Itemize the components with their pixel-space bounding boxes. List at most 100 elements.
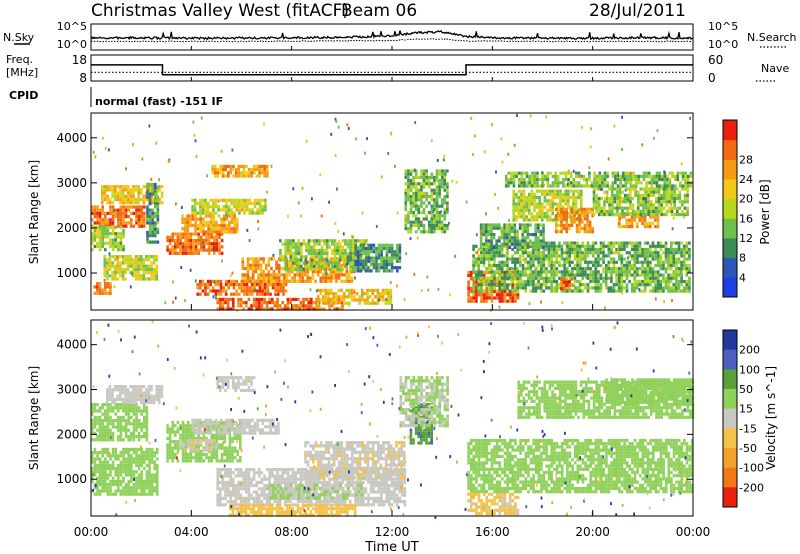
data-cell <box>614 178 617 182</box>
data-cell <box>500 283 504 287</box>
data-cell <box>396 253 399 257</box>
data-cell <box>438 227 441 231</box>
data-cell <box>623 193 627 197</box>
data-cell <box>539 263 543 268</box>
data-cell <box>660 193 663 197</box>
data-cell <box>519 283 522 287</box>
data-cell <box>108 267 112 271</box>
data-cell <box>485 233 488 237</box>
data-cell <box>586 289 590 293</box>
data-cell <box>106 406 110 410</box>
data-cell <box>654 263 657 268</box>
data-cell <box>191 198 194 202</box>
data-cell <box>372 259 376 263</box>
data-cell <box>409 198 413 202</box>
data-cell <box>647 181 649 185</box>
data-cell <box>359 266 363 270</box>
data-cell <box>226 301 230 305</box>
data-cell <box>176 235 180 239</box>
data-cell <box>440 169 444 173</box>
data-cell <box>651 244 655 248</box>
data-cell <box>532 247 535 252</box>
data-cell <box>561 196 565 200</box>
data-cell <box>538 215 541 219</box>
data-cell <box>132 271 135 275</box>
data-cell <box>537 247 540 252</box>
data-cell <box>680 273 683 277</box>
data-cell <box>106 221 110 225</box>
data-cell <box>111 215 115 219</box>
data-cell <box>545 267 548 271</box>
data-cell <box>536 174 539 178</box>
data-cell <box>480 283 483 287</box>
data-cell <box>301 270 304 274</box>
data-cell <box>405 219 407 223</box>
data-cell <box>142 258 146 262</box>
data-cell <box>669 260 673 264</box>
data-cell <box>636 213 640 217</box>
data-cell <box>257 257 260 261</box>
data-cell <box>183 227 187 231</box>
data-cell <box>155 197 159 202</box>
data-cell <box>616 200 619 204</box>
data-cell <box>160 185 164 189</box>
data-cell <box>139 267 143 271</box>
data-cell <box>264 276 268 280</box>
data-cell <box>237 301 240 305</box>
data-cell <box>186 224 190 228</box>
data-cell <box>576 254 579 258</box>
data-cell <box>668 197 671 201</box>
data-cell <box>630 221 634 225</box>
data-cell <box>668 184 672 188</box>
data-cell <box>376 295 380 299</box>
data-cell <box>598 171 602 175</box>
data-cell <box>96 438 99 442</box>
data-cell <box>505 242 509 246</box>
data-cell <box>603 184 607 188</box>
data-cell <box>571 247 574 252</box>
data-cell <box>124 205 128 209</box>
data-cell <box>145 258 148 262</box>
data-cell <box>286 304 290 308</box>
data-cell <box>475 296 478 300</box>
data-cell <box>688 267 691 271</box>
data-cell <box>297 201 300 205</box>
data-cell <box>181 206 183 209</box>
data-cell <box>667 289 670 293</box>
data-cell <box>271 283 275 287</box>
data-cell <box>550 283 553 287</box>
data-cell <box>540 300 542 304</box>
data-cell <box>667 273 670 277</box>
data-cell <box>643 286 647 290</box>
data-cell <box>119 438 123 442</box>
data-cell <box>359 256 363 260</box>
data-cell <box>146 208 149 212</box>
y-tick-label: 2000 <box>56 221 87 235</box>
data-cell <box>621 197 624 201</box>
data-cell <box>487 223 491 227</box>
data-cell <box>375 250 378 254</box>
data-cell <box>335 292 338 296</box>
data-cell <box>156 230 160 235</box>
data-cell <box>237 174 240 178</box>
data-cell <box>119 218 123 222</box>
data-cell <box>681 171 685 175</box>
data-cell <box>599 263 603 268</box>
data-cell <box>636 251 639 255</box>
data-cell <box>404 169 408 173</box>
data-cell <box>350 276 354 280</box>
data-cell <box>348 270 351 274</box>
data-cell <box>640 181 643 185</box>
data-cell <box>652 209 656 213</box>
data-cell <box>214 211 218 215</box>
data-cell <box>614 181 617 185</box>
data-cell <box>248 239 251 242</box>
data-cell <box>101 288 104 292</box>
data-cell <box>649 273 652 277</box>
data-cell <box>249 276 252 280</box>
data-cell <box>137 218 141 222</box>
data-cell <box>515 205 518 209</box>
data-cell <box>435 198 439 202</box>
data-cell <box>643 260 647 264</box>
data-cell <box>649 260 652 264</box>
